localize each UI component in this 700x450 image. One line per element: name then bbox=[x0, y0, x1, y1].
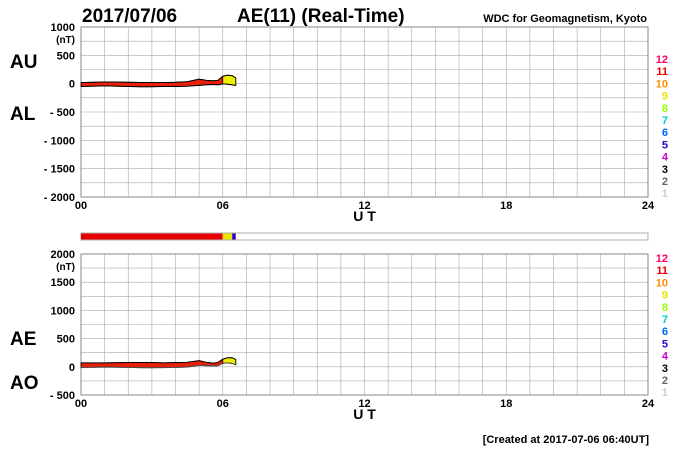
legend-count-label: 3 bbox=[662, 164, 668, 176]
plot-frame bbox=[80, 26, 649, 198]
y-tick-label: 1500 bbox=[51, 277, 75, 289]
legend-count-label: 6 bbox=[662, 127, 668, 139]
y-tick-label: 1000 bbox=[51, 22, 75, 34]
legend-count-label: 6 bbox=[662, 326, 668, 338]
plot-date: 2017/07/06 bbox=[82, 6, 177, 27]
x-tick-label: 00 bbox=[75, 398, 87, 410]
legend-count-label: 7 bbox=[662, 115, 668, 127]
x-axis-label: U T bbox=[353, 406, 376, 422]
y-tick-label: - 2000 bbox=[44, 192, 75, 204]
legend-count-label: 1 bbox=[662, 387, 668, 399]
plot-frame bbox=[80, 253, 649, 396]
x-tick-label: 18 bbox=[500, 398, 512, 410]
x-axis-label: U T bbox=[353, 208, 376, 224]
y-tick-label: 0 bbox=[69, 362, 75, 374]
y-tick-label: 500 bbox=[57, 334, 75, 346]
legend-count-label: 4 bbox=[662, 152, 669, 164]
legend-count-label: 11 bbox=[656, 265, 668, 277]
legend-count-label: 8 bbox=[662, 302, 668, 314]
legend-count-label: 2 bbox=[662, 375, 668, 387]
plot-source: WDC for Geomagnetism, Kyoto bbox=[483, 13, 647, 25]
side-label-au: AU bbox=[10, 52, 37, 73]
x-tick-label: 00 bbox=[75, 200, 87, 212]
y-tick-label: 0 bbox=[69, 79, 75, 91]
y-unit-label: (nT) bbox=[56, 35, 75, 46]
x-tick-label: 06 bbox=[217, 200, 229, 212]
station-bar-segment bbox=[222, 233, 233, 240]
legend-count-label: 4 bbox=[662, 351, 669, 363]
side-label-ao: AO bbox=[10, 373, 39, 394]
legend-count-label: 9 bbox=[662, 91, 668, 103]
y-tick-label: 500 bbox=[57, 50, 75, 62]
legend-count-label: 5 bbox=[662, 338, 668, 350]
x-tick-label: 12 bbox=[358, 200, 370, 212]
created-timestamp: [Created at 2017-07-06 06:40UT] bbox=[483, 434, 650, 446]
legend-count-label: 3 bbox=[662, 363, 668, 375]
au-series-line bbox=[80, 74, 236, 83]
y-tick-label: - 500 bbox=[50, 390, 75, 402]
station-bar-segment bbox=[232, 233, 236, 240]
ae-series-line bbox=[81, 357, 236, 364]
legend-count-label: 2 bbox=[662, 176, 668, 188]
y-tick-label: 1000 bbox=[51, 305, 75, 317]
legend-count-label: 7 bbox=[662, 314, 668, 326]
side-label-al: AL bbox=[10, 104, 36, 125]
x-tick-label: 24 bbox=[642, 200, 655, 212]
x-tick-label: 06 bbox=[217, 398, 229, 410]
al-series-line bbox=[80, 83, 236, 88]
legend-count-label: 8 bbox=[662, 103, 668, 115]
legend-count-label: 1 bbox=[662, 188, 668, 200]
grid-layer bbox=[80, 26, 649, 396]
plot-title: AE(11) (Real-Time) bbox=[237, 6, 405, 27]
y-tick-label: - 500 bbox=[50, 107, 75, 119]
y-tick-label: 2000 bbox=[51, 249, 75, 261]
x-tick-label: 24 bbox=[642, 398, 655, 410]
y-tick-label: - 1500 bbox=[44, 164, 75, 176]
station-bar-segment bbox=[81, 233, 223, 240]
legend-count-label: 12 bbox=[656, 253, 668, 265]
legend-count-label: 12 bbox=[656, 54, 668, 66]
ao-series-line bbox=[80, 362, 236, 369]
y-tick-label: - 1000 bbox=[44, 135, 75, 147]
y-unit-label: (nT) bbox=[56, 262, 75, 273]
x-tick-label: 12 bbox=[358, 398, 370, 410]
legend-count-label: 10 bbox=[656, 277, 668, 289]
legend-count-label: 11 bbox=[656, 66, 668, 78]
legend-count-label: 10 bbox=[656, 78, 668, 90]
legend-count-label: 5 bbox=[662, 139, 668, 151]
x-tick-label: 18 bbox=[500, 200, 512, 212]
legend-count-label: 9 bbox=[662, 290, 668, 302]
side-label-ae: AE bbox=[10, 329, 36, 350]
data-layer bbox=[80, 74, 649, 369]
